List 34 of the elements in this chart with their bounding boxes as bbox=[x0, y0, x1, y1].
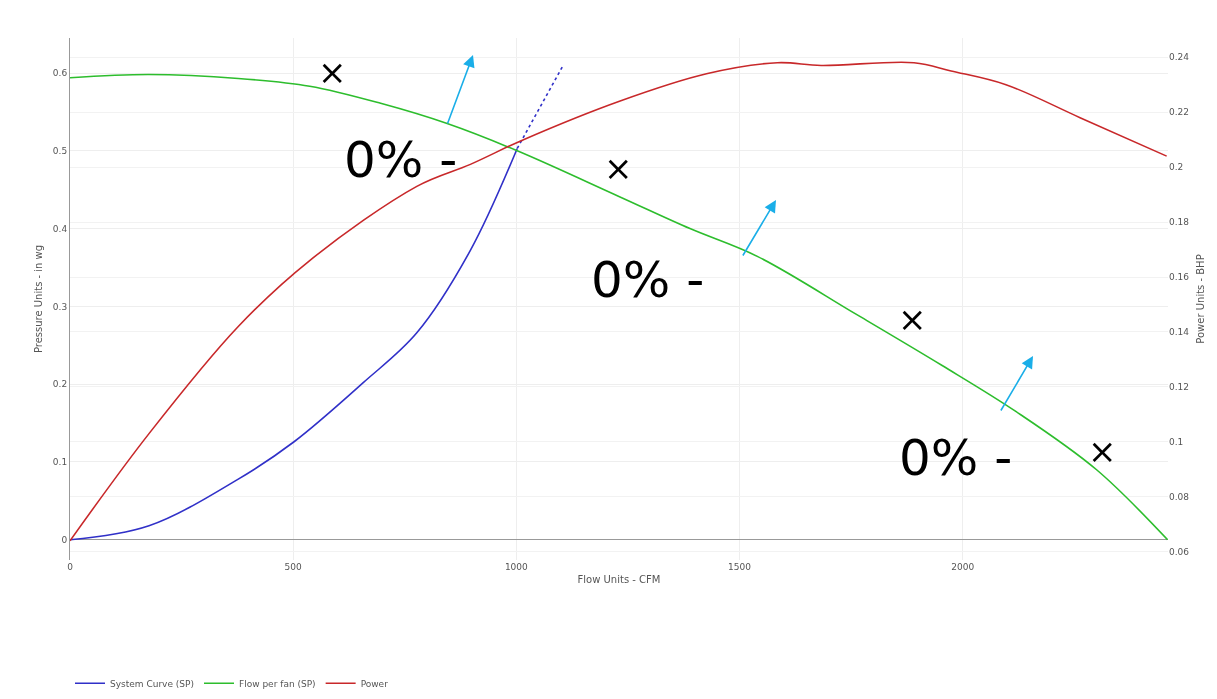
y2-tick-label: 0.24 bbox=[1169, 52, 1190, 63]
y2-tick-label: 0.08 bbox=[1169, 491, 1190, 502]
x-tick-label: 500 bbox=[284, 562, 303, 572]
x-axis-title: Flow Units - CFM bbox=[577, 573, 661, 585]
y2-tick-label: 0.06 bbox=[1169, 546, 1190, 557]
y-tick-label: 0.1 bbox=[52, 457, 68, 468]
y2-tick-label: 0.14 bbox=[1169, 327, 1190, 338]
y2-tick-label: 0.1 bbox=[1169, 437, 1184, 448]
x-tick-label: 2000 bbox=[951, 562, 975, 572]
y-tick-label: 0.2 bbox=[52, 379, 68, 390]
x-tick-label: 1500 bbox=[728, 562, 752, 572]
y-tick-label: 0 bbox=[61, 534, 68, 545]
y-tick-label: 0.6 bbox=[52, 68, 68, 79]
y2-tick-label: 0.16 bbox=[1169, 272, 1190, 283]
y2-tick-label: 0.22 bbox=[1169, 107, 1190, 118]
y2-tick-label: 0.12 bbox=[1169, 382, 1190, 393]
y2-axis-title: Power Units - BHP bbox=[1194, 254, 1206, 344]
annotation: × bbox=[604, 148, 633, 188]
y2-tick-label: 0.2 bbox=[1169, 162, 1184, 173]
y2-tick-label: 0.18 bbox=[1169, 217, 1190, 228]
y-tick-label: 0.5 bbox=[52, 145, 68, 156]
y-axis-title: Pressure Units - in wg bbox=[32, 244, 44, 354]
annotation: × bbox=[318, 52, 347, 92]
annotation: 0% - bbox=[899, 429, 1013, 487]
y-tick-label: 0.3 bbox=[52, 301, 68, 312]
annotation: × bbox=[1088, 431, 1117, 471]
annotation: × bbox=[898, 299, 927, 339]
legend-label: Flow per fan (SP) bbox=[239, 678, 316, 689]
legend-label: System Curve (SP) bbox=[110, 678, 194, 689]
annotation: 0% - bbox=[344, 131, 458, 189]
legend-label: Power bbox=[360, 678, 389, 689]
annotation: 0% - bbox=[591, 251, 705, 309]
y-tick-label: 0.4 bbox=[52, 223, 68, 234]
x-tick-label: 1000 bbox=[504, 562, 529, 572]
